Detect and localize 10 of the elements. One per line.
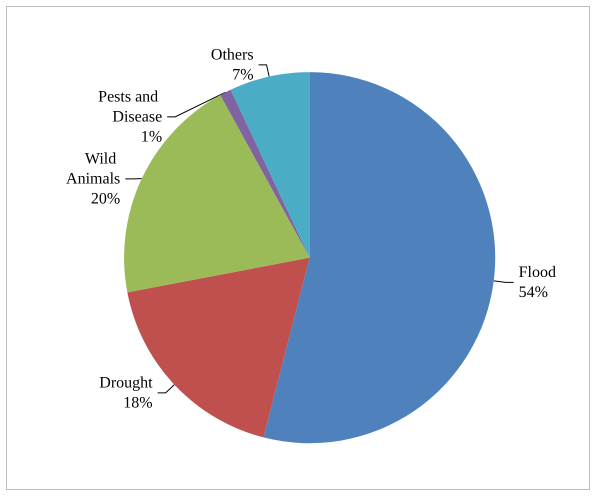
slice-label: Drought xyxy=(99,374,154,392)
slice-label: Flood xyxy=(518,264,556,281)
data-label: 7% xyxy=(232,66,254,84)
data-label: 1% xyxy=(140,128,162,146)
slice-label: Others xyxy=(210,46,254,64)
data-label: 20% xyxy=(90,190,120,208)
data-label: 54% xyxy=(518,284,548,301)
slice-label: Pests and Disease xyxy=(98,88,162,126)
data-label: 18% xyxy=(123,394,153,412)
slice-label: Wild Animals xyxy=(66,150,120,188)
